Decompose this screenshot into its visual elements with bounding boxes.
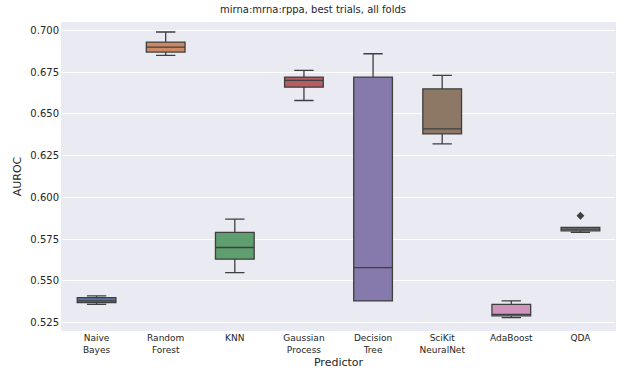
svg-text:mirna:mrna:rppa, best trials,: mirna:mrna:rppa, best trials, all folds <box>220 4 406 15</box>
svg-text:NaiveBayes: NaiveBayes <box>83 333 111 355</box>
svg-text:RandomForest: RandomForest <box>147 333 184 355</box>
svg-text:DecisionTree: DecisionTree <box>354 333 392 355</box>
svg-text:KNN: KNN <box>225 333 244 343</box>
svg-text:GaussianProcess: GaussianProcess <box>283 333 324 355</box>
svg-text:QDA: QDA <box>570 333 591 343</box>
svg-text:0.575: 0.575 <box>30 234 59 245</box>
svg-text:0.650: 0.650 <box>30 108 59 119</box>
svg-text:AUROC: AUROC <box>11 156 24 196</box>
svg-text:AdaBoost: AdaBoost <box>490 333 533 343</box>
svg-text:0.600: 0.600 <box>30 192 59 203</box>
svg-text:0.550: 0.550 <box>30 275 59 286</box>
svg-text:0.525: 0.525 <box>30 317 59 328</box>
svg-text:0.700: 0.700 <box>30 25 59 36</box>
svg-text:0.675: 0.675 <box>30 67 59 78</box>
svg-text:0.625: 0.625 <box>30 150 59 161</box>
svg-text:SciKitNeuralNet: SciKitNeuralNet <box>419 333 465 355</box>
svg-text:Predictor: Predictor <box>314 356 364 369</box>
